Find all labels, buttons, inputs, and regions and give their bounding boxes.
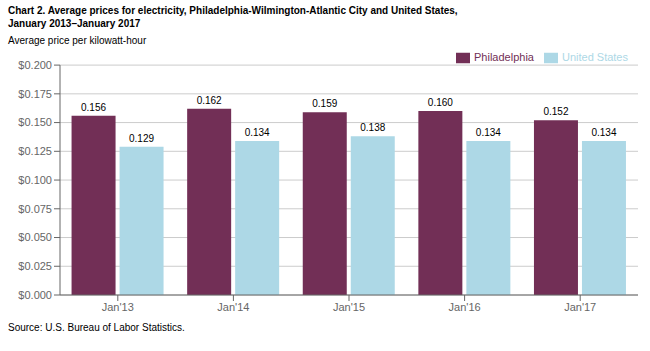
svg-text:Jan'13: Jan'13 <box>102 301 134 313</box>
svg-text:0.138: 0.138 <box>360 122 385 133</box>
html-text:January 2013–January 2017: January 2013–January 2017 <box>8 18 141 29</box>
html-text:Average price per kilowatt-hou: Average price per kilowatt-hour <box>8 35 147 46</box>
svg-text:$0.150: $0.150 <box>18 116 52 128</box>
svg-text:Jan'17: Jan'17 <box>564 301 596 313</box>
svg-text:$0.050: $0.050 <box>18 231 52 243</box>
svg-text:0.156: 0.156 <box>81 102 106 113</box>
svg-text:Jan'14: Jan'14 <box>217 301 249 313</box>
svg-text:0.159: 0.159 <box>312 98 337 109</box>
svg-text:0.134: 0.134 <box>476 127 501 138</box>
svg-text:0.129: 0.129 <box>129 133 154 144</box>
svg-text:$0.075: $0.075 <box>18 203 52 215</box>
svg-text:0.152: 0.152 <box>543 106 568 117</box>
svg-text:$0.100: $0.100 <box>18 174 52 186</box>
svg-text:Jan'16: Jan'16 <box>449 301 481 313</box>
svg-text:$0.175: $0.175 <box>18 88 52 100</box>
svg-text:0.162: 0.162 <box>197 95 222 106</box>
svg-text:0.160: 0.160 <box>428 97 453 108</box>
html-text:Chart 2. Average prices for el: Chart 2. Average prices for electricity,… <box>8 5 458 16</box>
svg-text:0.134: 0.134 <box>245 127 270 138</box>
svg-text:$0.200: $0.200 <box>18 59 52 71</box>
html-text:Philadelphia: Philadelphia <box>474 51 534 63</box>
svg-text:0.134: 0.134 <box>591 127 616 138</box>
svg-text:$0.125: $0.125 <box>18 145 52 157</box>
svg-text:$0.025: $0.025 <box>18 260 52 272</box>
svg-text:Jan'15: Jan'15 <box>333 301 365 313</box>
html-text:Source: U.S. Bureau of Labor S: Source: U.S. Bureau of Labor Statistics. <box>8 322 185 333</box>
svg-text:$0.000: $0.000 <box>18 289 52 301</box>
html-text:United States: United States <box>562 51 628 63</box>
